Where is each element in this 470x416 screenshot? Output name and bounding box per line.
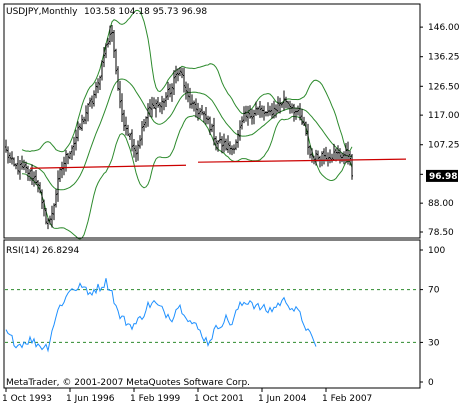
price-tick-label: 136.25 xyxy=(428,53,460,63)
trendline-2[interactable] xyxy=(197,158,407,163)
time-axis: 1 Oct 1993 1 Jun 1996 1 Feb 1999 1 Oct 2001… xyxy=(2,388,372,404)
price-tick-label: 126.50 xyxy=(428,82,460,92)
rsi-level-lines xyxy=(5,289,419,343)
time-tick-label: 1 Oct 2001 xyxy=(194,394,244,404)
rsi-tick-label: 30 xyxy=(428,338,440,348)
rsi-indicator[interactable]: 100 70 30 0 RSI(14) 26.8294 xyxy=(5,246,445,388)
rsi-axis: 100 70 30 0 xyxy=(420,246,445,388)
rsi-tick-label: 0 xyxy=(428,378,434,388)
rsi-tick-label: 100 xyxy=(428,246,445,256)
panel-frames xyxy=(3,3,421,389)
rsi-series xyxy=(5,278,317,353)
price-tick-label: 117.00 xyxy=(428,111,460,121)
time-tick-label: 1 Oct 1993 xyxy=(2,394,52,404)
price-tick-label: 88.00 xyxy=(428,199,454,209)
bollinger-middle xyxy=(21,78,353,191)
trendlines[interactable] xyxy=(29,158,407,169)
price-tick-label: 107.25 xyxy=(428,141,460,151)
time-tick-label: 1 Jun 1996 xyxy=(66,394,115,404)
rsi-header: RSI(14) 26.8294 xyxy=(6,246,79,256)
rsi-tick-label: 70 xyxy=(428,286,440,296)
current-price-tag: 96.98 xyxy=(426,169,458,182)
time-tick-label: 1 Feb 1999 xyxy=(130,394,181,404)
price-tick-label: 146.00 xyxy=(428,23,460,33)
price-chart[interactable]: 146.00136.25126.50117.00107.2597.5088.00… xyxy=(5,7,460,240)
rsi-panel-frame xyxy=(3,239,421,389)
bollinger-lower xyxy=(21,114,353,240)
trendline-1[interactable] xyxy=(29,164,187,169)
price-tick-label: 78.50 xyxy=(428,228,454,238)
time-tick-label: 1 Jun 2004 xyxy=(258,394,307,404)
bollinger-upper xyxy=(21,9,353,153)
candlesticks xyxy=(5,24,353,230)
time-tick-label: 1 Feb 2007 xyxy=(322,394,372,404)
rsi-line xyxy=(5,278,317,353)
price-axis: 146.00136.25126.50117.00107.2597.5088.00… xyxy=(420,23,460,238)
ohlc-readout: 103.58 104.18 95.73 96.98 xyxy=(84,7,207,17)
price-panel-frame xyxy=(3,3,421,239)
current-price-label: 96.98 xyxy=(429,172,457,182)
copyright-text: MetaTrader, © 2001-2007 MetaQuotes Softw… xyxy=(6,378,250,388)
bollinger-bands xyxy=(21,9,353,240)
symbol-header: USDJPY,Monthly xyxy=(6,7,78,17)
